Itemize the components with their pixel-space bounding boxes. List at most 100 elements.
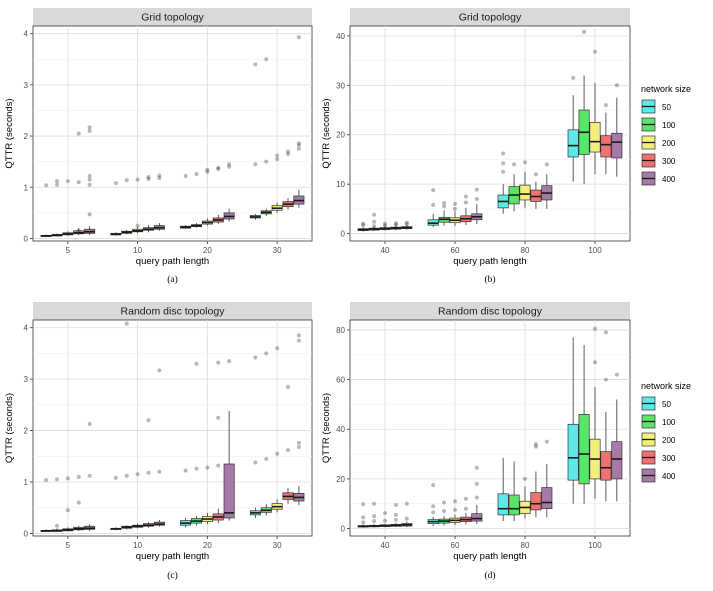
outlier-point <box>361 221 366 226</box>
outlier-point <box>146 470 151 475</box>
x-tick-label: 100 <box>588 541 602 550</box>
outlier-point <box>157 176 162 181</box>
panel-strip <box>33 8 312 26</box>
outlier-point <box>393 221 398 226</box>
outlier-point <box>124 178 129 183</box>
x-axis-label: query path length <box>136 256 209 267</box>
outlier-point <box>593 49 597 54</box>
outlier-point <box>383 518 387 523</box>
outlier-point <box>474 465 479 470</box>
panel-strip <box>33 302 312 320</box>
outlier-point <box>135 223 140 228</box>
outlier-point <box>76 131 81 136</box>
x-axis-label: query path length <box>136 551 209 562</box>
legend-label-400: 400 <box>662 472 676 481</box>
y-tick-label: 2 <box>24 427 29 436</box>
panel-caption: (b) <box>484 274 495 285</box>
outlier-point <box>44 183 49 188</box>
legend-label-200: 200 <box>662 436 676 445</box>
outlier-point <box>463 506 468 511</box>
outlier-point <box>205 167 210 172</box>
x-tick-label: 30 <box>273 246 282 255</box>
box-50 <box>567 423 579 481</box>
outlier-point <box>523 160 527 165</box>
outlier-point <box>593 360 597 365</box>
outlier-point <box>544 439 549 444</box>
outlier-point <box>571 75 576 80</box>
box-400 <box>611 132 623 159</box>
outlier-point <box>146 177 151 182</box>
outlier-point <box>614 372 619 377</box>
outlier-point <box>533 442 538 447</box>
y-tick-label: 4 <box>24 324 29 333</box>
y-tick-label: 0 <box>341 525 346 534</box>
y-tick-label: 2 <box>24 132 29 141</box>
outlier-point <box>87 182 92 187</box>
outlier-point <box>227 164 232 169</box>
y-tick-label: 3 <box>24 375 29 384</box>
y-tick-label: 0 <box>24 529 29 538</box>
legend-network-size-top: network size 50 100 200 300 400 <box>641 84 691 186</box>
outlier-point <box>286 448 291 453</box>
outlier-point <box>453 206 457 211</box>
outlier-point <box>361 502 366 507</box>
outlier-point <box>453 499 457 504</box>
panel-random-disc-topology-d: Random disc topology 0 20 40 60 80 40 60 80 100 qu… <box>321 302 631 581</box>
x-tick-label: 60 <box>451 541 460 550</box>
box-300 <box>530 492 542 511</box>
outlier-point <box>393 512 398 517</box>
outlier-point <box>216 166 221 171</box>
outlier-point <box>442 500 447 505</box>
box-300 <box>600 451 612 481</box>
panel-title: Random disc topology <box>438 306 543 318</box>
box-200 <box>589 122 601 153</box>
outlier-point <box>582 29 587 34</box>
outlier-point <box>76 500 81 505</box>
outlier-point <box>512 162 517 167</box>
y-tick-label: 0 <box>24 234 29 243</box>
plot-area <box>32 319 313 537</box>
box-50 <box>567 129 579 158</box>
outlier-point <box>253 62 258 67</box>
outlier-point <box>501 151 506 156</box>
y-tick-label: 20 <box>336 475 345 484</box>
outlier-point <box>453 507 457 512</box>
outlier-point <box>372 519 377 524</box>
outlier-point <box>603 330 608 335</box>
y-tick-label: 80 <box>336 326 345 335</box>
outlier-point <box>603 377 608 382</box>
outlier-point <box>54 179 59 184</box>
y-tick-label: 60 <box>336 376 345 385</box>
outlier-point <box>87 421 92 426</box>
outlier-point <box>275 157 280 162</box>
outlier-point <box>296 333 301 338</box>
outlier-point <box>474 187 479 192</box>
outlier-point <box>87 177 92 182</box>
outlier-point <box>442 509 447 514</box>
outlier-point <box>54 523 59 528</box>
outlier-point <box>296 440 301 445</box>
outlier-point <box>183 173 188 178</box>
outlier-point <box>275 153 280 158</box>
outlier-point <box>135 472 140 477</box>
y-tick-label: 40 <box>336 425 345 434</box>
y-tick-label: 20 <box>336 131 345 140</box>
x-tick-label: 80 <box>521 541 530 550</box>
outlier-point <box>157 469 162 474</box>
x-tick-label: 10 <box>133 541 142 550</box>
outlier-point <box>404 222 409 227</box>
outlier-point <box>286 384 291 389</box>
outlier-point <box>253 162 258 167</box>
outlier-point <box>146 175 151 180</box>
outlier-point <box>87 212 92 217</box>
outlier-point <box>372 224 377 229</box>
panel-grid-topology-a: Grid topology 0 1 2 3 4 5 10 20 30 query path leng… <box>4 8 313 285</box>
outlier-point <box>431 202 436 207</box>
outlier-point <box>383 223 387 228</box>
y-tick-label: 1 <box>24 183 29 192</box>
x-tick-label: 40 <box>381 541 390 550</box>
outlier-point <box>124 321 129 326</box>
x-tick-label: 5 <box>66 541 71 550</box>
outlier-point <box>474 495 479 500</box>
